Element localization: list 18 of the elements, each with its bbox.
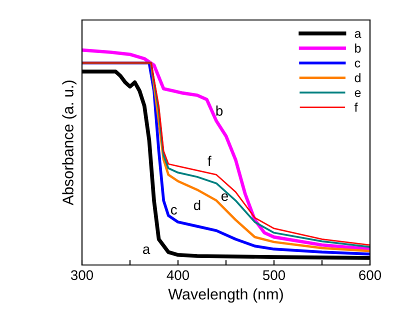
legend-label: e [354,90,361,98]
x-axis-title: Wavelength (nm) [168,288,283,303]
legend-label: c [354,60,360,68]
annotation: c [170,207,177,215]
x-tick-label: 300 [70,270,94,280]
x-tick-label: 500 [262,270,286,280]
annotation: b [216,106,223,116]
x-tick-label: 600 [359,270,382,280]
annotation: a [143,246,150,254]
annotation: f [208,156,212,166]
legend-label: f [354,102,358,112]
y-axis-title: Absorbance (a. u.) [62,80,76,206]
legend-label: b [355,44,361,53]
legend-label: d [354,73,360,82]
x-tick-label: 400 [166,270,190,280]
annotation: d [194,200,200,210]
legend-label: a [354,31,362,38]
annotation: e [221,193,228,201]
